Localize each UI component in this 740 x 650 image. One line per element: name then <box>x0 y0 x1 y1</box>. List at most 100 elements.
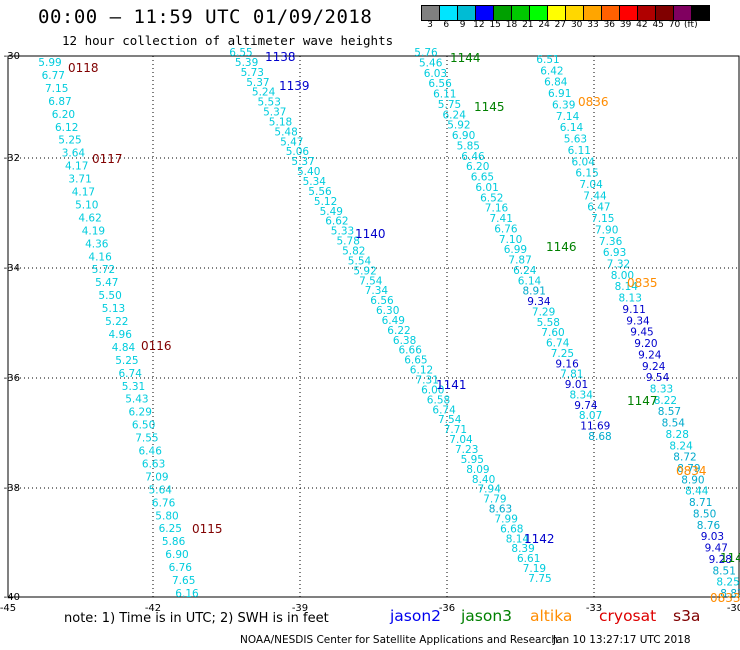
wave-height-value: 7.41 <box>490 213 513 225</box>
map-frame <box>7 55 740 598</box>
wave-height-value: 4.36 <box>85 238 109 250</box>
scale-label: 70 <box>668 20 681 30</box>
wave-height-value: 8.50 <box>693 509 716 521</box>
pass-label: 1140 <box>355 227 386 241</box>
wave-height-value: 7.94 <box>478 484 502 496</box>
scale-label: 33 <box>587 20 599 30</box>
wave-height-value: 6.22 <box>387 325 410 337</box>
pass-label: 1145 <box>474 100 505 114</box>
generated-timestamp: Jan 10 13:27:17 UTC 2018 <box>553 634 691 646</box>
wave-height-value: 9.24 <box>638 349 662 361</box>
wave-height-value: 5.31 <box>122 381 145 393</box>
wave-height-value: 7.32 <box>607 259 630 271</box>
color-scale <box>421 5 710 21</box>
wave-height-value: 7.14 <box>556 111 580 123</box>
wave-height-value: 8.71 <box>689 497 712 509</box>
wave-height-value: 7.55 <box>135 433 158 445</box>
wave-height-value: 6.84 <box>544 77 568 89</box>
scale-swatch <box>691 5 710 21</box>
scale-label: 9 <box>459 20 466 30</box>
wave-height-value: 7.09 <box>145 471 168 483</box>
wave-height-value: 9.34 <box>527 296 551 308</box>
wave-height-value: 6.46 <box>461 151 485 163</box>
credit-text: NOAA/NESDIS Center for Satellite Applica… <box>240 634 558 646</box>
wave-height-value: 8.28 <box>666 429 689 441</box>
wave-height-value: 6.00 <box>421 384 444 396</box>
scale-label: 45 <box>652 20 664 30</box>
wave-height-value: 6.56 <box>428 78 452 90</box>
wave-height-value: 7.25 <box>551 348 574 360</box>
wave-height-value: 5.49 <box>320 206 343 218</box>
wave-height-value: 11.69 <box>580 421 610 433</box>
wave-height-value: 7.16 <box>485 203 509 215</box>
wave-height-value: 5.24 <box>252 87 276 99</box>
wave-height-value: 5.75 <box>438 99 461 111</box>
wave-height-value: 5.34 <box>303 176 327 188</box>
lat-tick-label: -34 <box>4 263 20 274</box>
wave-height-value: 5.99 <box>38 57 61 69</box>
wave-height-value: 8.57 <box>658 406 681 418</box>
wave-height-value: 7.65 <box>172 575 195 587</box>
wave-height-value: 6.20 <box>52 109 75 121</box>
wave-height-value: 8.09 <box>466 464 489 476</box>
wave-height-value: 6.74 <box>119 368 143 380</box>
lon-tick-label: -33 <box>586 603 602 614</box>
wave-height-value: 8.07 <box>579 410 602 422</box>
wave-height-value: 7.04 <box>449 434 473 446</box>
footer-note: note: 1) Time is in UTC; 2) SWH is in fe… <box>64 611 329 626</box>
wave-height-value: 8.33 <box>650 384 673 396</box>
wave-height-value: 6.16 <box>175 588 199 600</box>
wave-height-value: 6.24 <box>443 109 467 121</box>
wave-height-value: 6.58 <box>427 394 450 406</box>
wave-height-value: 6.61 <box>517 553 540 565</box>
pass-label: 1146 <box>546 240 577 254</box>
scale-label: 39 <box>619 20 632 30</box>
wave-height-value: 5.80 <box>155 510 178 522</box>
wave-height-value: 7.54 <box>359 275 383 287</box>
legend-cryosat: cryosat <box>599 607 657 625</box>
wave-height-value: 8.90 <box>681 474 704 486</box>
wave-height-value: 9.03 <box>701 531 724 543</box>
scale-label: 21 <box>522 20 534 30</box>
wave-height-value: 7.54 <box>438 414 462 426</box>
wave-height-value: 5.63 <box>564 134 587 146</box>
wave-height-value: 8.39 <box>511 543 534 555</box>
wave-height-value: 6.12 <box>410 365 433 377</box>
wave-height-value: 5.06 <box>286 146 310 158</box>
wave-height-value: 5.13 <box>102 303 125 315</box>
wave-height-value: 7.71 <box>444 424 467 436</box>
wave-height-value: 7.75 <box>528 573 551 585</box>
wave-height-value: 6.62 <box>325 216 348 228</box>
scale-label: 36 <box>603 20 616 30</box>
wave-height-value: 7.15 <box>45 83 68 95</box>
wave-height-value: 9.74 <box>574 400 598 412</box>
wave-height-value: 5.25 <box>115 355 138 367</box>
wave-height-value: 6.51 <box>536 54 559 66</box>
wave-height-value: 6.99 <box>504 244 527 256</box>
pass-label: 0118 <box>68 61 99 75</box>
wave-height-value: 7.99 <box>495 514 518 526</box>
wave-height-value: 6.14 <box>518 275 542 287</box>
wave-height-value: 6.30 <box>376 305 399 317</box>
legend-jason3: jason3 <box>461 607 513 625</box>
scale-label: 42 <box>636 20 648 30</box>
pass-label: 1147 <box>627 394 658 408</box>
wave-height-value: 7.31 <box>416 375 439 387</box>
pass-label: 1144 <box>450 51 481 65</box>
wave-height-value: 5.50 <box>98 290 121 302</box>
wave-height-value: 4.19 <box>82 225 105 237</box>
wave-height-value: 7.15 <box>591 213 614 225</box>
wave-height-value: 5.82 <box>342 246 365 258</box>
wave-height-value: 4.16 <box>88 251 112 263</box>
wave-height-value: 8.22 <box>654 395 677 407</box>
legend-jason2: jason2 <box>390 607 442 625</box>
wave-height-value: 5.92 <box>447 120 470 132</box>
pass-label: 0116 <box>141 339 172 353</box>
lat-tick-label: -40 <box>4 592 20 603</box>
wave-height-value: 6.50 <box>132 420 155 432</box>
wave-height-value: 6.49 <box>382 315 405 327</box>
wave-height-value: 7.04 <box>579 179 603 191</box>
wave-height-value: 7.81 <box>560 369 583 381</box>
wave-height-value: 6.76 <box>494 223 518 235</box>
wave-height-value: 5.78 <box>337 236 360 248</box>
